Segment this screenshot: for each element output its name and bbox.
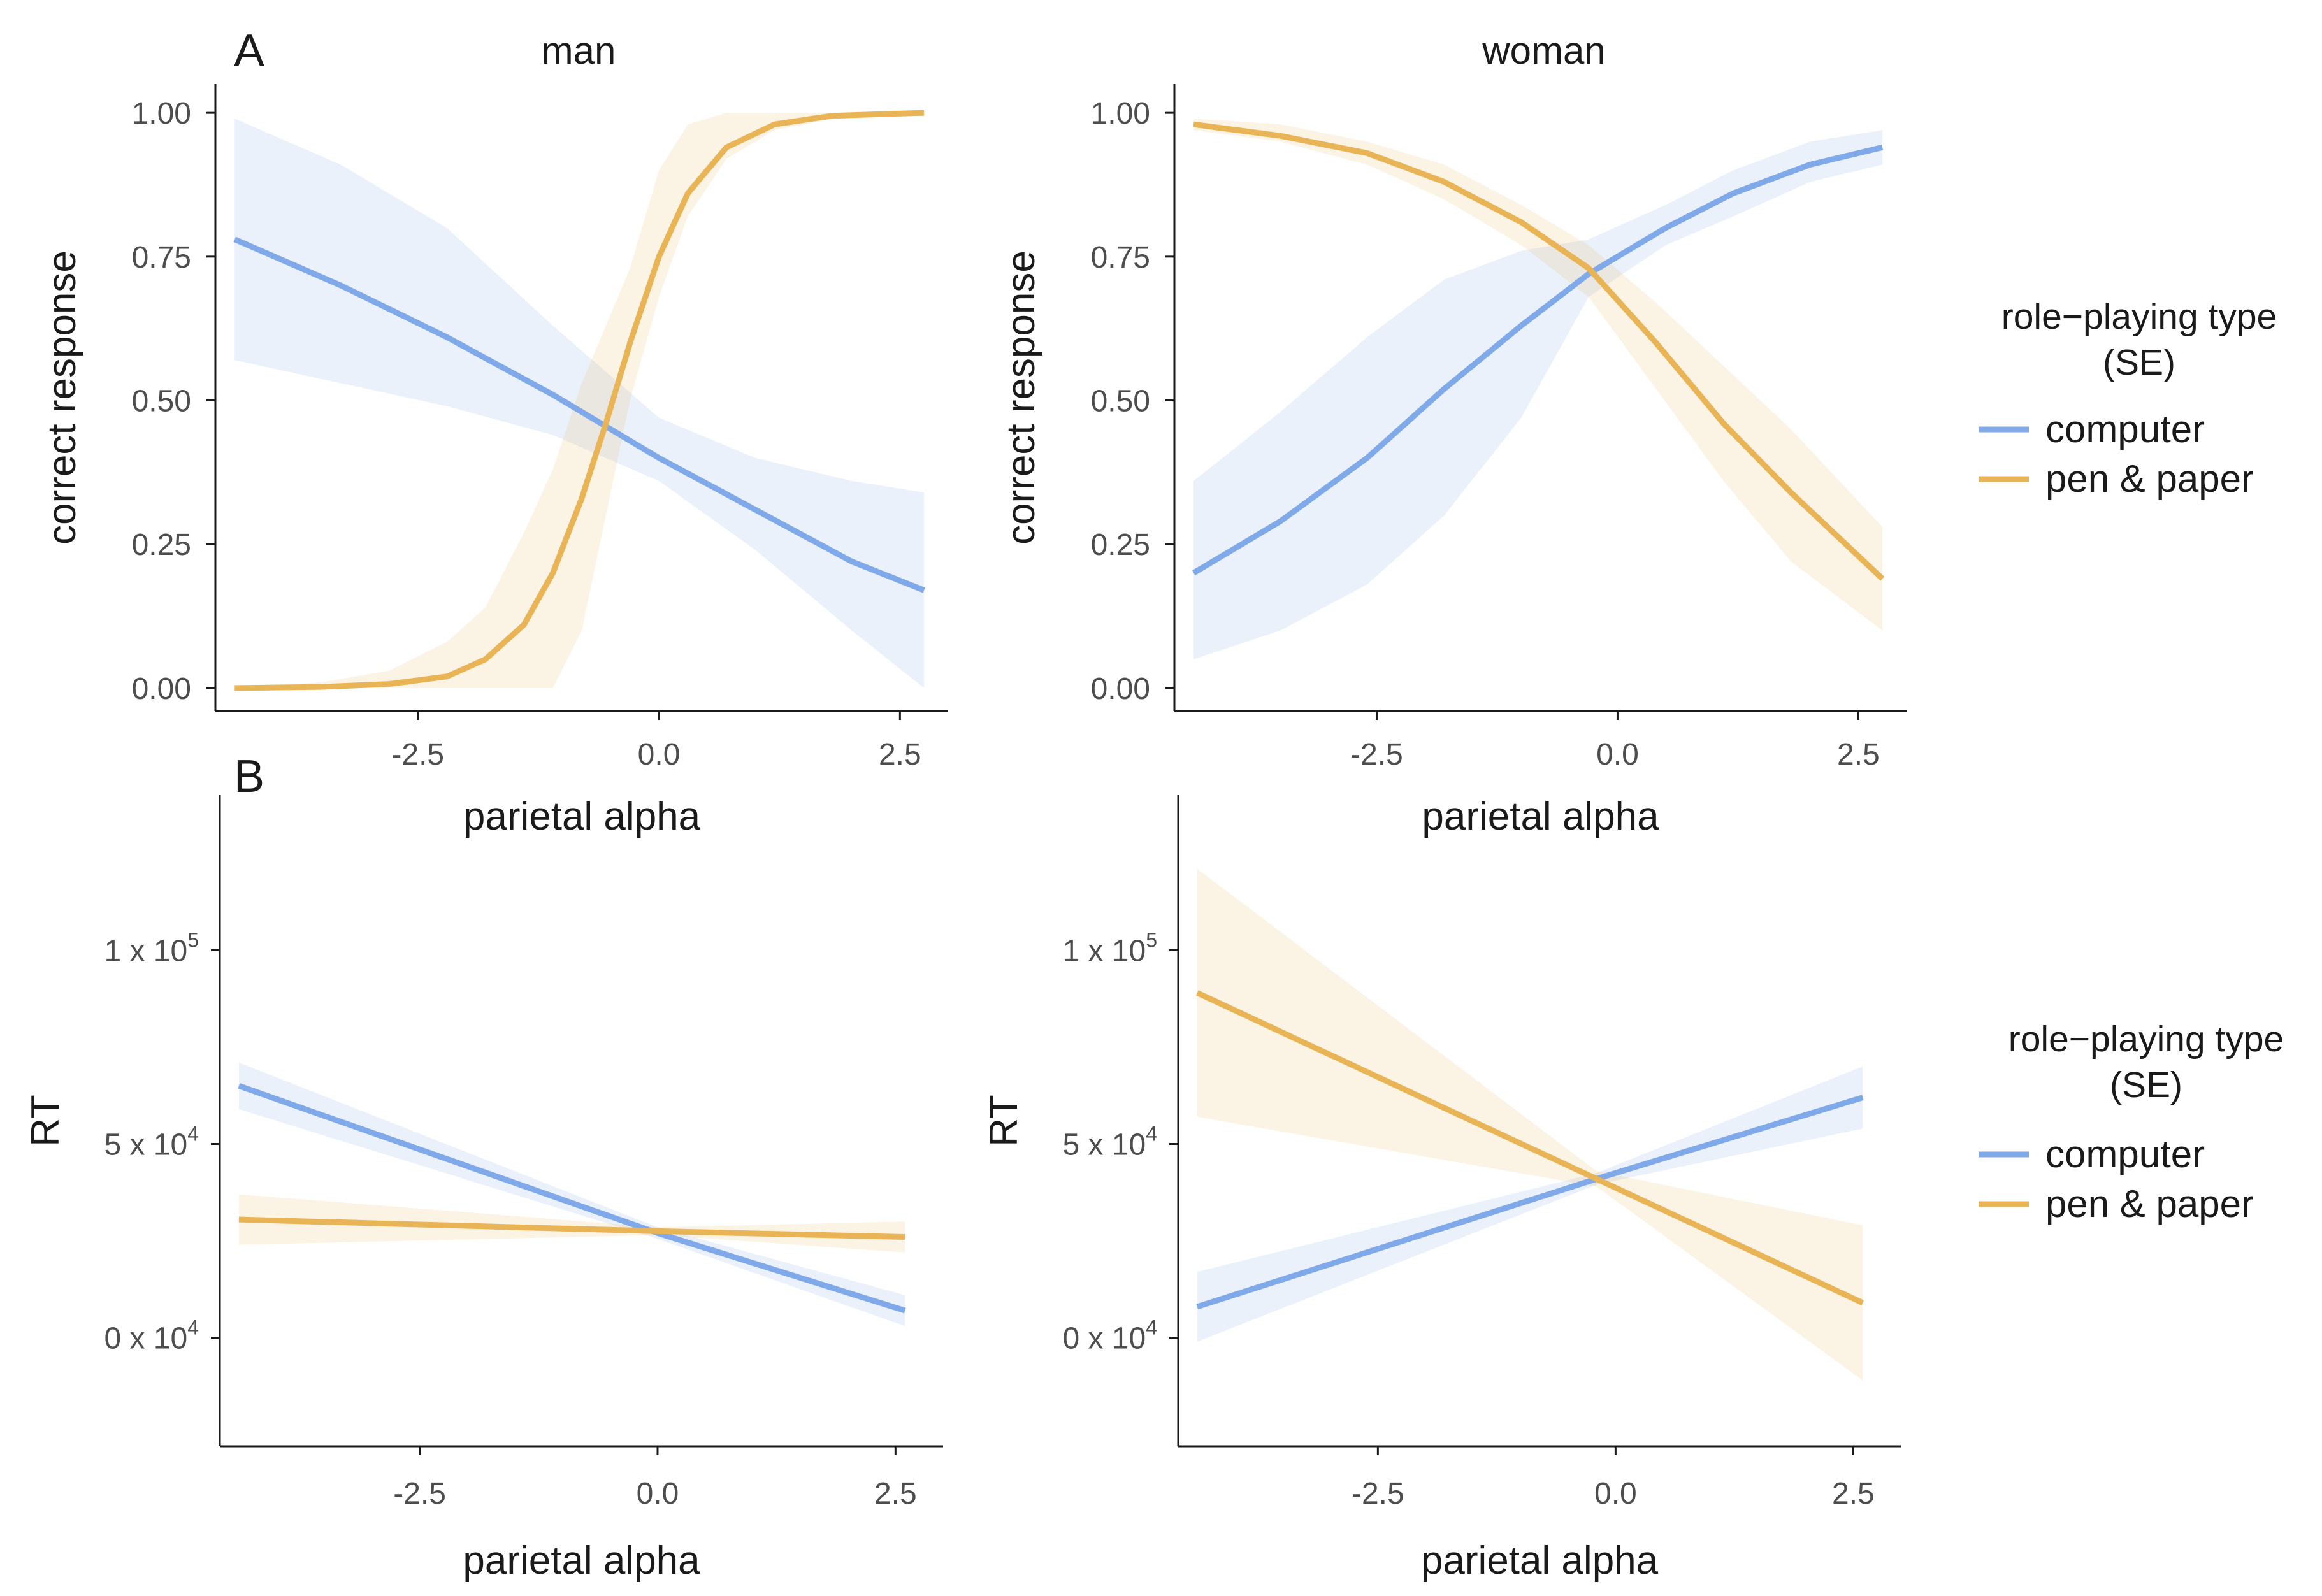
legend-label-pen-paper: pen & paper [2045, 1183, 2254, 1225]
ribbon-computer [1193, 130, 1883, 659]
x-tick-label: 0.0 [638, 738, 681, 772]
y-tick-label: 0 x 104 [1062, 1316, 1157, 1356]
ribbon-computer [1197, 1066, 1863, 1342]
x-tick-label: 2.5 [1832, 1477, 1875, 1511]
x-tick-label: 2.5 [879, 738, 921, 772]
y-axis-title: RT [982, 1095, 1026, 1147]
ribbon-pen-paper [1193, 119, 1883, 631]
plot-b-woman: -2.5 0.0 2.5 0 x 104 5 x 104 1 x 105 parietal … [982, 795, 1901, 1583]
plot-b-man: -2.5 0.0 2.5 0 x 104 5 x 104 1 x 105 parietal … [24, 795, 943, 1583]
y-tick-label: 1.00 [1091, 97, 1150, 131]
x-axis-title: parietal alpha [463, 794, 701, 838]
x-tick-label: -2.5 [1352, 1477, 1404, 1511]
line-pen-paper [238, 1216, 905, 1240]
legend-b: role−playing type (SE) computer pen & pa… [1979, 1019, 2284, 1225]
y-tick-label: 1 x 105 [1062, 928, 1157, 968]
y-tick-label: 0.00 [1091, 672, 1150, 706]
line-pen-paper [1193, 121, 1885, 581]
x-tick-label: 0.0 [1594, 1477, 1637, 1511]
y-tick-label: 0.25 [132, 528, 191, 562]
x-axis-title: parietal alpha [1421, 1539, 1659, 1583]
plot-a-man: -2.5 0.0 2.5 0.00 0.25 0.50 0.75 1.00 parietal a… [40, 84, 948, 838]
y-tick-label: 1 x 105 [104, 928, 199, 968]
x-tick-label: -2.5 [393, 1477, 446, 1511]
y-tick-label: 0.75 [132, 241, 191, 275]
x-tick-label: 0.0 [637, 1477, 679, 1511]
facet-title-man: man [542, 29, 616, 72]
legend-label-computer: computer [2045, 1133, 2205, 1175]
panel-label-a: A [234, 25, 264, 76]
legend-title: role−playing type [2008, 1019, 2284, 1060]
line-pen-paper [1195, 990, 1864, 1305]
x-tick-label: 2.5 [1837, 738, 1880, 772]
legend-label-pen-paper: pen & paper [2045, 457, 2254, 500]
line-computer [1192, 144, 1884, 576]
y-tick-label: 0 x 104 [104, 1316, 199, 1356]
y-tick-label: 0.50 [132, 385, 191, 419]
x-tick-label: 2.5 [874, 1477, 917, 1511]
ribbon-computer [238, 1062, 905, 1326]
panel-label-b: B [234, 751, 264, 802]
x-tick-label: -2.5 [1350, 738, 1403, 772]
legend-title: role−playing type [2001, 296, 2277, 337]
ribbon-pen-paper [234, 113, 925, 688]
legend-a: role−playing type (SE) computer pen & pa… [1979, 296, 2277, 500]
y-tick-label: 0.25 [1091, 528, 1150, 562]
y-axis-title: RT [24, 1095, 68, 1147]
line-pen-paper [234, 110, 925, 691]
ribbon-pen-paper [238, 1194, 905, 1253]
y-axis-title: correct response [999, 250, 1043, 545]
y-tick-label: 0.75 [1091, 241, 1150, 275]
x-tick-label: 0.0 [1596, 738, 1639, 772]
x-axis-title: parietal alpha [463, 1539, 700, 1583]
y-tick-label: 5 x 104 [1062, 1123, 1157, 1162]
ribbon-pen-paper [1197, 868, 1863, 1381]
y-axis-title: correct response [40, 250, 84, 545]
ribbon-computer [234, 119, 925, 688]
y-tick-label: 1.00 [132, 97, 191, 131]
x-axis-title: parietal alpha [1422, 794, 1659, 838]
y-tick-label: 0.50 [1091, 385, 1150, 419]
y-tick-label: 5 x 104 [104, 1123, 199, 1162]
y-tick-label: 0.00 [132, 672, 191, 706]
facet-title-woman: woman [1482, 29, 1605, 72]
legend-label-computer: computer [2045, 408, 2205, 450]
legend-subtitle: (SE) [2110, 1065, 2182, 1105]
plot-a-woman: -2.5 0.0 2.5 0.00 0.25 0.50 0.75 1.00 parietal a… [999, 84, 1907, 838]
x-tick-label: -2.5 [391, 738, 444, 772]
legend-subtitle: (SE) [2103, 342, 2175, 383]
